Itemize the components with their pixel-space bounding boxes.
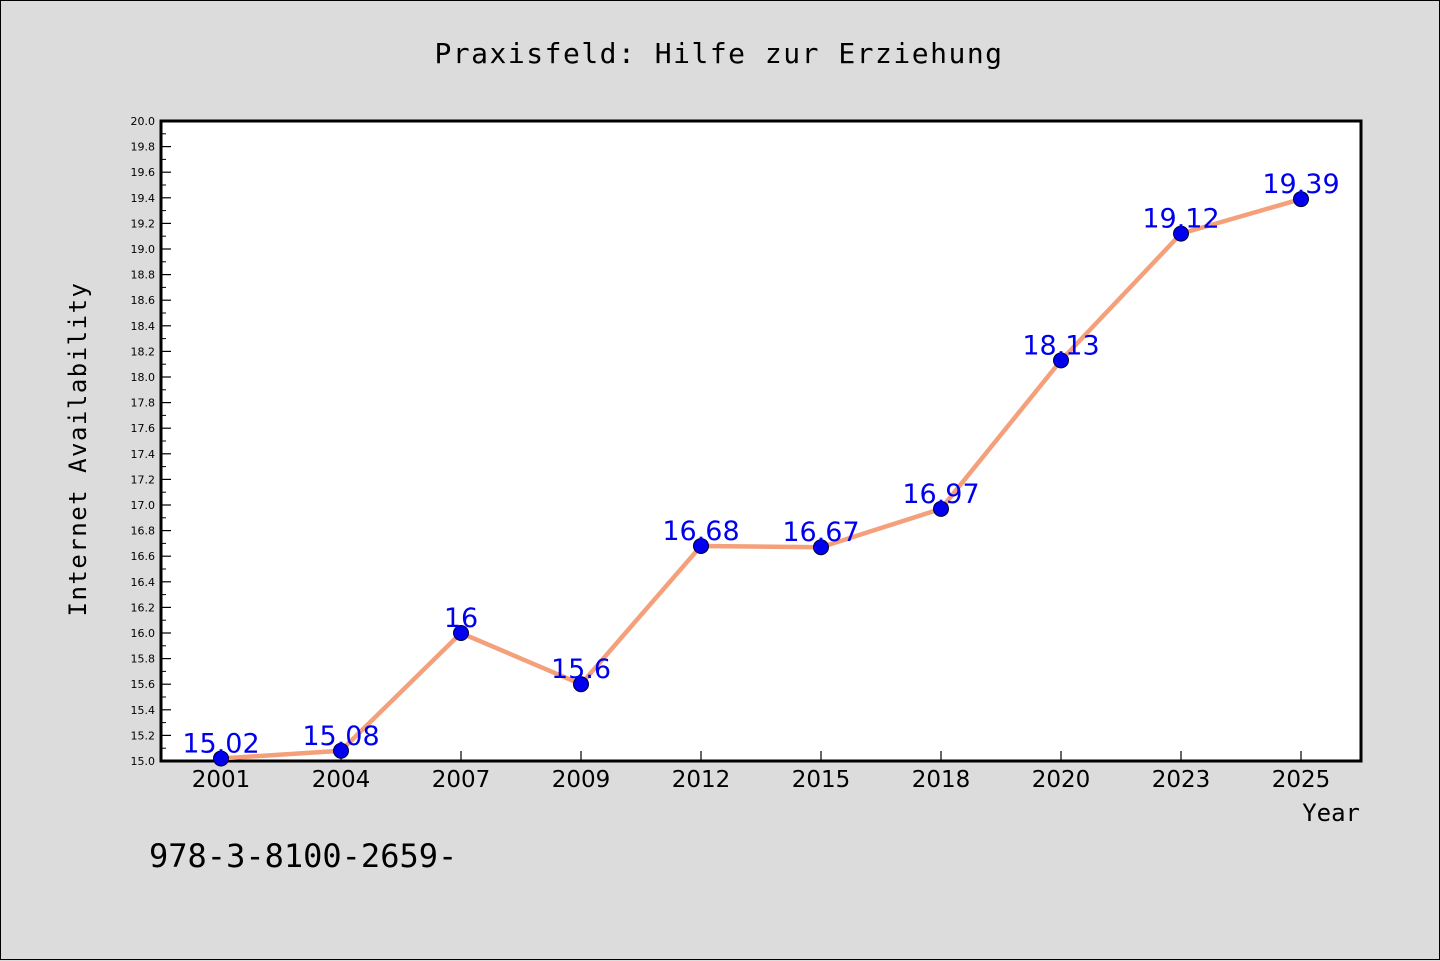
x-tick-label: 2012: [672, 767, 731, 793]
y-tick-label: 18.8: [131, 269, 156, 282]
y-tick-label: 15.8: [131, 653, 156, 666]
data-point: [1293, 191, 1309, 208]
data-label: 18.13: [1022, 330, 1099, 361]
x-tick-label: 2004: [312, 767, 371, 793]
x-tick-label: 2007: [432, 767, 491, 793]
data-label: 16.68: [662, 516, 739, 547]
y-axis: 15.0 15.2 15.4 15.6 15.8 16.0 16.2 16.4 16.6 16.8…: [131, 115, 171, 768]
data-label: 15.08: [302, 721, 379, 752]
chart-title: Praxisfeld: Hilfe zur Erziehung: [434, 37, 1003, 70]
x-tick-label: 2009: [552, 767, 611, 793]
data-series: 15.02 15.08 16 15.6 16.68 16.67 16.97 18.13 19.1…: [182, 169, 1340, 767]
y-tick-label: 16.4: [131, 576, 156, 589]
y-tick-label: 16.6: [131, 550, 156, 563]
y-tick-label: 15.4: [131, 704, 156, 717]
footnote: 978-3-8100-2659-: [149, 837, 457, 875]
y-tick-label: 19.0: [131, 243, 156, 256]
y-tick-label: 18.6: [131, 294, 156, 307]
x-tick-label: 2015: [792, 767, 851, 793]
data-point: [813, 539, 829, 556]
y-tick-label: 20.0: [131, 115, 156, 128]
y-tick-label: 16.0: [131, 627, 156, 640]
y-tick-label: 19.4: [131, 192, 156, 205]
x-tick-label: 2023: [1152, 767, 1211, 793]
data-point: [453, 625, 469, 641]
y-tick-label: 15.2: [131, 729, 156, 742]
y-tick-label: 17.2: [131, 473, 156, 486]
data-point: [213, 750, 229, 767]
plot-area: [159, 119, 1363, 763]
data-label: 15.02: [182, 728, 259, 759]
x-axis: 2001 2004 2007 2009 2012 2015 2018 2020 2023 2025: [192, 751, 1331, 793]
x-tick-label: 2020: [1032, 767, 1091, 793]
data-label: 19.12: [1142, 204, 1219, 235]
data-label: 16.97: [902, 479, 979, 510]
y-tick-label: 15.0: [131, 755, 156, 768]
data-point: [693, 537, 709, 554]
y-tick-label: 16.2: [131, 601, 156, 614]
x-tick-label: 2025: [1272, 767, 1331, 793]
data-label: 16: [444, 603, 478, 634]
data-point: [333, 742, 349, 759]
y-tick-label: 19.8: [131, 141, 156, 154]
x-tick-label: 2001: [192, 767, 251, 793]
y-tick-label: 19.2: [131, 217, 156, 230]
data-point: [573, 676, 589, 693]
y-tick-label: 15.6: [131, 678, 156, 691]
y-axis-label: Internet Availability: [64, 282, 92, 617]
y-tick-label: 19.6: [131, 166, 156, 179]
data-label: 19.39: [1262, 169, 1339, 200]
series-line: [218, 196, 1304, 761]
y-tick-label: 18.0: [131, 371, 156, 384]
data-point: [933, 500, 949, 517]
y-tick-label: 17.4: [131, 448, 156, 461]
x-axis-label: Year: [1302, 799, 1360, 827]
y-tick-label: 17.8: [131, 397, 156, 410]
x-tick-label: 2018: [912, 767, 971, 793]
data-point: [1053, 352, 1069, 369]
y-tick-label: 18.2: [131, 345, 156, 358]
y-tick-label: 17.6: [131, 422, 156, 435]
y-tick-label: 17.0: [131, 499, 156, 512]
data-label: 15.6: [551, 654, 611, 685]
y-tick-label: 16.8: [131, 525, 156, 538]
y-tick-label: 18.4: [131, 320, 156, 333]
data-point: [1173, 225, 1189, 242]
data-label: 16.67: [782, 517, 859, 548]
